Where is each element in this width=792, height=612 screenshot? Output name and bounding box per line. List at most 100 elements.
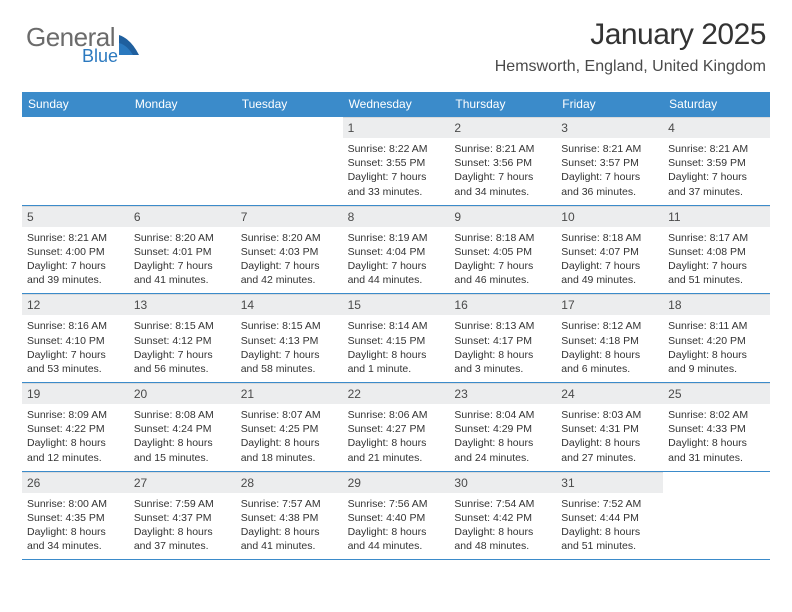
daylight-line2: and 51 minutes.	[668, 273, 765, 287]
day-info: Sunrise: 7:56 AMSunset: 4:40 PMDaylight:…	[343, 493, 450, 560]
daylight-line1: Daylight: 7 hours	[561, 170, 658, 184]
day-cell: 28Sunrise: 7:57 AMSunset: 4:38 PMDayligh…	[236, 472, 343, 560]
sunrise: Sunrise: 8:03 AM	[561, 408, 658, 422]
sunset: Sunset: 4:25 PM	[241, 422, 338, 436]
day-number: 19	[22, 383, 129, 404]
sunrise: Sunrise: 8:20 AM	[241, 231, 338, 245]
daylight-line2: and 58 minutes.	[241, 362, 338, 376]
day-cell: 24Sunrise: 8:03 AMSunset: 4:31 PMDayligh…	[556, 383, 663, 471]
sunrise: Sunrise: 8:20 AM	[134, 231, 231, 245]
daylight-line2: and 15 minutes.	[134, 451, 231, 465]
day-info: Sunrise: 8:14 AMSunset: 4:15 PMDaylight:…	[343, 315, 450, 382]
sunset: Sunset: 3:59 PM	[668, 156, 765, 170]
day-number: 1	[343, 117, 450, 138]
sunrise: Sunrise: 8:07 AM	[241, 408, 338, 422]
daylight-line1: Daylight: 8 hours	[241, 436, 338, 450]
sunset: Sunset: 4:13 PM	[241, 334, 338, 348]
sunrise: Sunrise: 8:12 AM	[561, 319, 658, 333]
sunset: Sunset: 4:03 PM	[241, 245, 338, 259]
day-cell: 5 Sunrise: 8:21 AMSunset: 4:00 PMDaylight…	[22, 206, 129, 294]
day-info: Sunrise: 8:15 AMSunset: 4:12 PMDaylight:…	[129, 315, 236, 382]
sunset: Sunset: 4:08 PM	[668, 245, 765, 259]
day-number: 29	[343, 472, 450, 493]
sunrise: Sunrise: 8:02 AM	[668, 408, 765, 422]
day-info: Sunrise: 8:21 AMSunset: 3:59 PMDaylight:…	[663, 138, 770, 205]
daylight-line2: and 48 minutes.	[454, 539, 551, 553]
day-info: Sunrise: 8:19 AMSunset: 4:04 PMDaylight:…	[343, 227, 450, 294]
daylight-line2: and 41 minutes.	[241, 539, 338, 553]
day-cell: 8Sunrise: 8:19 AMSunset: 4:04 PMDaylight…	[343, 206, 450, 294]
daylight-line2: and 41 minutes.	[134, 273, 231, 287]
day-cell: 17Sunrise: 8:12 AMSunset: 4:18 PMDayligh…	[556, 294, 663, 382]
daylight-line2: and 36 minutes.	[561, 185, 658, 199]
day-cell: 27Sunrise: 7:59 AMSunset: 4:37 PMDayligh…	[129, 472, 236, 560]
daylight-line2: and 46 minutes.	[454, 273, 551, 287]
sunset: Sunset: 4:00 PM	[27, 245, 124, 259]
day-number: 8	[343, 206, 450, 227]
sunset: Sunset: 4:24 PM	[134, 422, 231, 436]
day-number: 30	[449, 472, 556, 493]
day-info: Sunrise: 7:59 AMSunset: 4:37 PMDaylight:…	[129, 493, 236, 560]
day-number: 5	[22, 206, 129, 227]
daylight-line1: Daylight: 8 hours	[561, 436, 658, 450]
sunrise: Sunrise: 8:21 AM	[561, 142, 658, 156]
daylight-line2: and 31 minutes.	[668, 451, 765, 465]
sunset: Sunset: 3:55 PM	[348, 156, 445, 170]
day-number: 11	[663, 206, 770, 227]
daylight-line2: and 53 minutes.	[27, 362, 124, 376]
daylight-line1: Daylight: 7 hours	[134, 348, 231, 362]
day-cell: .	[663, 472, 770, 560]
daylight-line1: Daylight: 8 hours	[454, 348, 551, 362]
dow-wed: Wednesday	[343, 92, 450, 117]
sunset: Sunset: 4:27 PM	[348, 422, 445, 436]
sunrise: Sunrise: 8:18 AM	[561, 231, 658, 245]
sunrise: Sunrise: 8:11 AM	[668, 319, 765, 333]
daylight-line1: Daylight: 7 hours	[454, 259, 551, 273]
sunrise: Sunrise: 8:21 AM	[27, 231, 124, 245]
sunrise: Sunrise: 7:59 AM	[134, 497, 231, 511]
dow-thu: Thursday	[449, 92, 556, 117]
day-cell: 20Sunrise: 8:08 AMSunset: 4:24 PMDayligh…	[129, 383, 236, 471]
daylight-line1: Daylight: 7 hours	[668, 170, 765, 184]
daylight-line2: and 42 minutes.	[241, 273, 338, 287]
daylight-line1: Daylight: 8 hours	[134, 525, 231, 539]
daylight-line1: Daylight: 8 hours	[668, 348, 765, 362]
sunrise: Sunrise: 7:56 AM	[348, 497, 445, 511]
day-number: 9	[449, 206, 556, 227]
sunrise: Sunrise: 8:09 AM	[27, 408, 124, 422]
daylight-line1: Daylight: 7 hours	[561, 259, 658, 273]
weekday-header: Sunday Monday Tuesday Wednesday Thursday…	[22, 92, 770, 117]
dow-fri: Friday	[556, 92, 663, 117]
daylight-line1: Daylight: 7 hours	[134, 259, 231, 273]
daylight-line2: and 34 minutes.	[27, 539, 124, 553]
day-cell: 23Sunrise: 8:04 AMSunset: 4:29 PMDayligh…	[449, 383, 556, 471]
day-number: 21	[236, 383, 343, 404]
daylight-line1: Daylight: 7 hours	[27, 259, 124, 273]
day-cell: 14Sunrise: 8:15 AMSunset: 4:13 PMDayligh…	[236, 294, 343, 382]
day-cell: 12Sunrise: 8:16 AMSunset: 4:10 PMDayligh…	[22, 294, 129, 382]
daylight-line1: Daylight: 7 hours	[27, 348, 124, 362]
day-cell: 7Sunrise: 8:20 AMSunset: 4:03 PMDaylight…	[236, 206, 343, 294]
daylight-line1: Daylight: 8 hours	[561, 525, 658, 539]
title-block: January 2025 Hemsworth, England, United …	[495, 18, 766, 76]
sunset: Sunset: 4:07 PM	[561, 245, 658, 259]
daylight-line2: and 34 minutes.	[454, 185, 551, 199]
daylight-line1: Daylight: 8 hours	[561, 348, 658, 362]
brand-blue: Blue	[82, 47, 171, 65]
daylight-line1: Daylight: 7 hours	[241, 348, 338, 362]
daylight-line2: and 33 minutes.	[348, 185, 445, 199]
day-info: Sunrise: 8:08 AMSunset: 4:24 PMDaylight:…	[129, 404, 236, 471]
sunset: Sunset: 4:29 PM	[454, 422, 551, 436]
sunset: Sunset: 4:38 PM	[241, 511, 338, 525]
daylight-line2: and 51 minutes.	[561, 539, 658, 553]
daylight-line2: and 1 minute.	[348, 362, 445, 376]
day-info: Sunrise: 8:18 AMSunset: 4:05 PMDaylight:…	[449, 227, 556, 294]
sunset: Sunset: 4:31 PM	[561, 422, 658, 436]
sunrise: Sunrise: 8:19 AM	[348, 231, 445, 245]
day-info: Sunrise: 8:20 AMSunset: 4:01 PMDaylight:…	[129, 227, 236, 294]
day-number: 4	[663, 117, 770, 138]
sunrise: Sunrise: 8:15 AM	[241, 319, 338, 333]
day-info: Sunrise: 8:17 AMSunset: 4:08 PMDaylight:…	[663, 227, 770, 294]
day-cell: 30Sunrise: 7:54 AMSunset: 4:42 PMDayligh…	[449, 472, 556, 560]
daylight-line1: Daylight: 8 hours	[27, 436, 124, 450]
